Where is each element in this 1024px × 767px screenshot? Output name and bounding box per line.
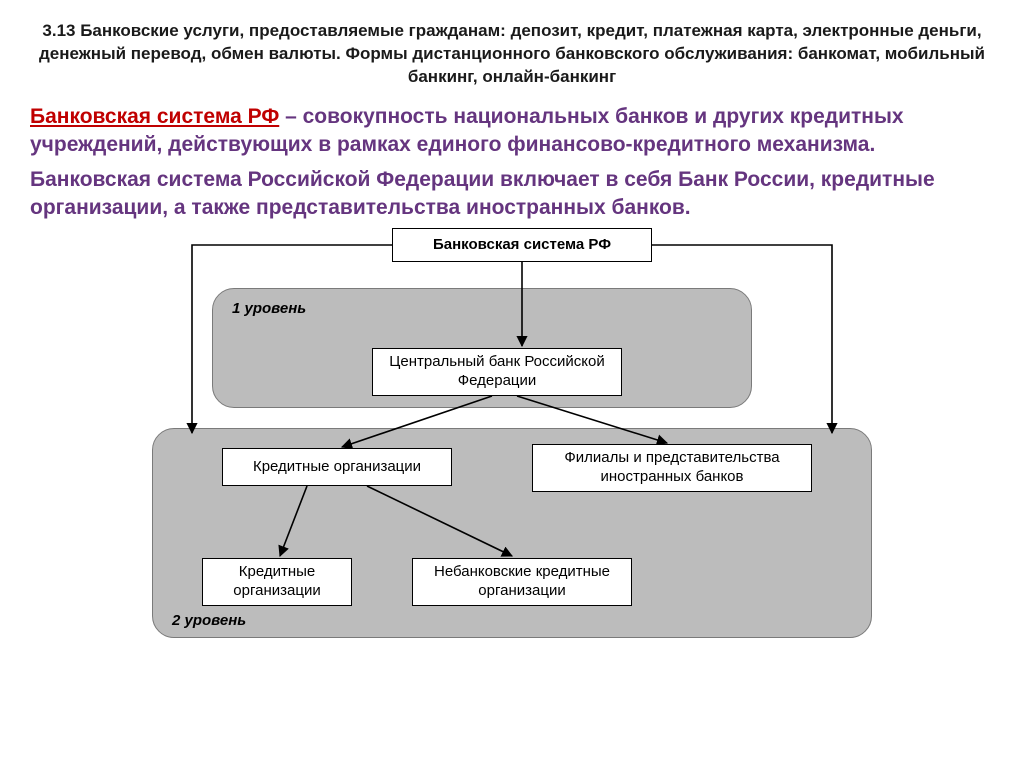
level2-label: 2 уровень <box>172 612 246 629</box>
banking-system-diagram: 1 уровень 2 уровень Банковская система Р… <box>132 228 892 658</box>
definition-term: Банковская система РФ <box>30 105 279 128</box>
definition-dash: – <box>279 105 302 128</box>
definition-paragraph: Банковская система РФ – совокупность нац… <box>30 103 994 160</box>
nonbank-credit-orgs-box: Небанковские кредитные организации <box>412 558 632 606</box>
paragraph-includes: Банковская система Российской Федерации … <box>30 166 994 223</box>
page-title: 3.13 Банковские услуги, предоставляемые … <box>30 20 994 89</box>
central-bank-box: Центральный банк Российской Федерации <box>372 348 622 396</box>
credit-orgs-box: Кредитные организации <box>222 448 452 486</box>
foreign-branches-box: Филиалы и представительства иностранных … <box>532 444 812 492</box>
root-box: Банковская система РФ <box>392 228 652 262</box>
level1-label: 1 уровень <box>232 300 306 317</box>
credit-orgs-sub-box: Кредитные организации <box>202 558 352 606</box>
